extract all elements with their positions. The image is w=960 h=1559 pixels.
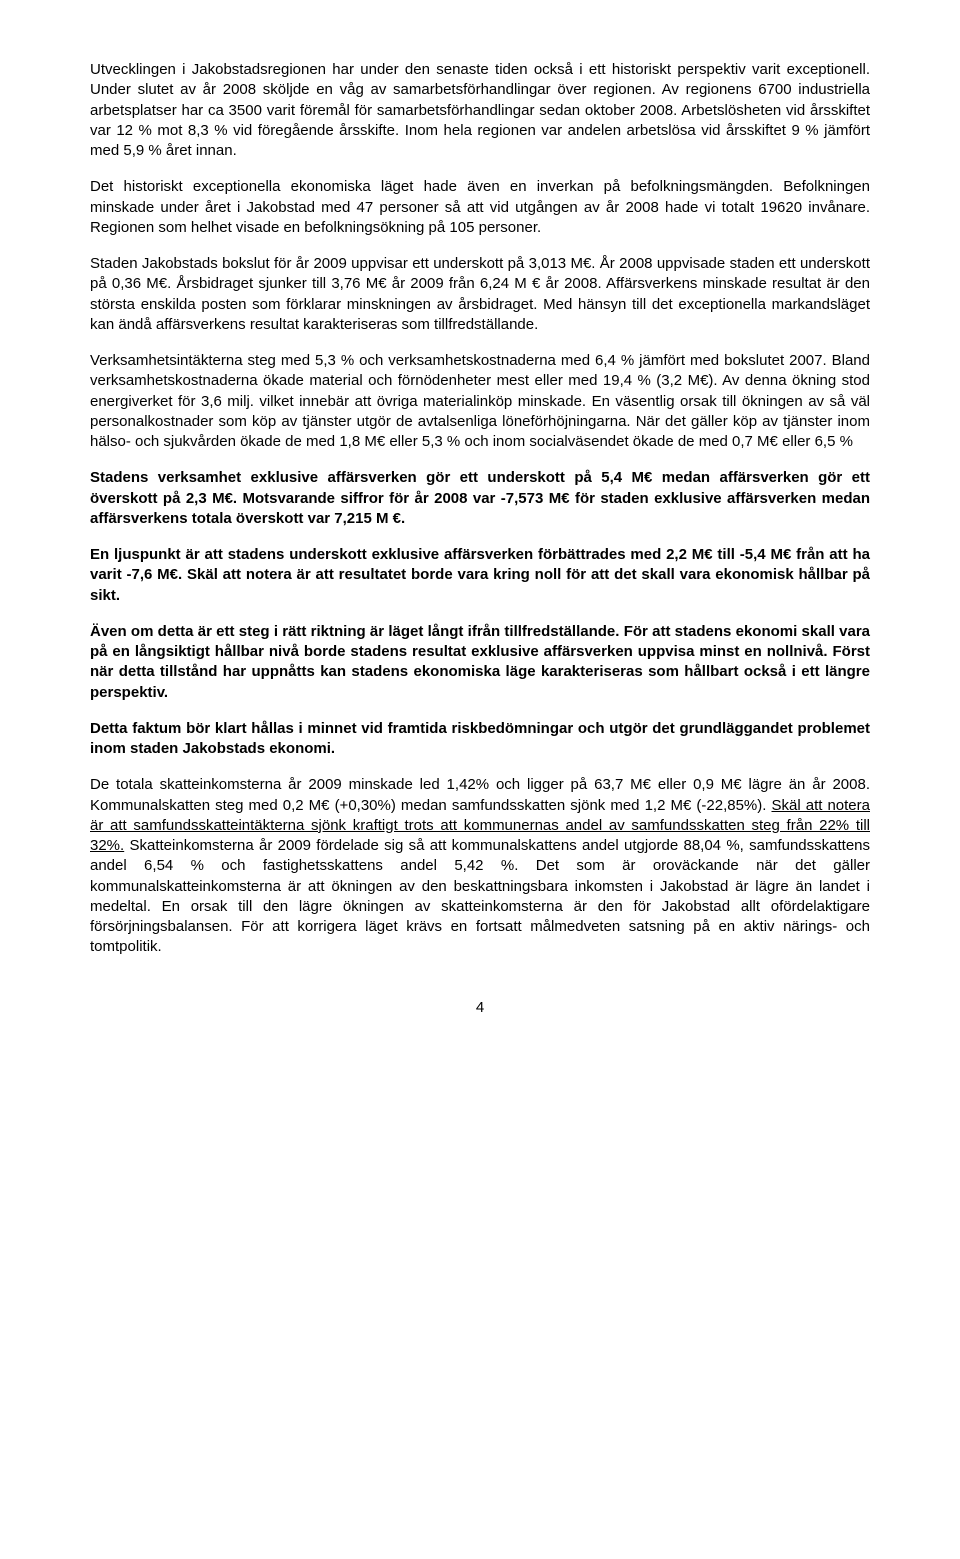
- paragraph-6: En ljuspunkt är att stadens underskott e…: [90, 545, 870, 606]
- document-page: Utvecklingen i Jakobstadsregionen har un…: [0, 0, 960, 1058]
- paragraph-8: Detta faktum bör klart hållas i minnet v…: [90, 719, 870, 760]
- paragraph-9-a: De totala skatteinkomsterna år 2009 mins…: [90, 776, 870, 813]
- paragraph-5: Stadens verksamhet exklusive affärsverke…: [90, 468, 870, 529]
- paragraph-7-lead: Även om detta är ett steg i rätt riktnin…: [90, 623, 619, 640]
- paragraph-4: Verksamhetsintäkterna steg med 5,3 % och…: [90, 351, 870, 452]
- paragraph-2: Det historiskt exceptionella ekonomiska …: [90, 177, 870, 238]
- paragraph-9-c: Skatteinkomsterna år 2009 fördelade sig …: [90, 837, 870, 955]
- paragraph-9: De totala skatteinkomsterna år 2009 mins…: [90, 775, 870, 957]
- paragraph-7: Även om detta är ett steg i rätt riktnin…: [90, 622, 870, 703]
- page-number: 4: [90, 998, 870, 1018]
- paragraph-3: Staden Jakobstads bokslut för år 2009 up…: [90, 254, 870, 335]
- paragraph-1: Utvecklingen i Jakobstadsregionen har un…: [90, 60, 870, 161]
